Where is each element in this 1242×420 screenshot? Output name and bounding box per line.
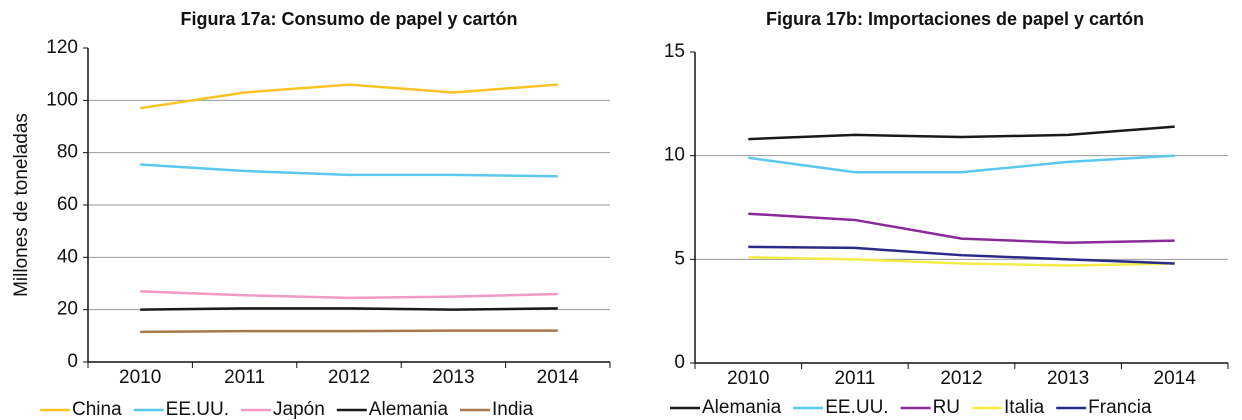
series-line: [748, 125, 1175, 141]
x-tick-label: 2013: [432, 367, 474, 388]
legend-label: EE.UU.: [166, 399, 229, 420]
legend-label: Francia: [1088, 397, 1152, 418]
legend-label: Japón: [273, 399, 325, 420]
series-line: [140, 83, 558, 110]
y-tick-label: 10: [664, 145, 685, 166]
series-line: [748, 154, 1175, 174]
y-tick-label: 0: [67, 351, 78, 372]
series-line: [140, 290, 558, 300]
legend-label: EE.UU.: [825, 397, 888, 418]
chart-title: Figura 17b: Importaciones de papel y car…: [766, 9, 1144, 29]
x-tick-label: 2014: [1154, 368, 1197, 389]
x-tick-label: 2013: [1047, 368, 1089, 389]
y-tick-label: 0: [674, 352, 685, 373]
x-tick-label: 2010: [119, 367, 161, 388]
y-tick-label: 120: [46, 37, 78, 58]
series-line: [748, 245, 1175, 265]
legend-label: Italia: [1004, 397, 1045, 418]
series-line: [748, 256, 1175, 267]
legend-label: India: [492, 399, 534, 420]
y-tick-label: 15: [664, 41, 685, 62]
x-tick-label: 2014: [537, 367, 580, 388]
x-tick-label: 2012: [328, 367, 370, 388]
legend-label: Alemania: [702, 397, 782, 418]
series-line: [140, 329, 558, 334]
x-tick-label: 2011: [224, 367, 265, 388]
series-line: [748, 212, 1175, 244]
y-tick-label: 5: [674, 248, 685, 269]
legend-label: Alemania: [369, 399, 449, 420]
y-tick-label: 100: [46, 89, 78, 110]
y-tick-label: 40: [57, 246, 78, 267]
x-tick-label: 2011: [834, 368, 875, 389]
legend-label: RU: [933, 397, 960, 418]
series-line: [140, 307, 558, 311]
series-line: [140, 163, 558, 178]
y-tick-label: 80: [57, 142, 78, 163]
x-tick-label: 2010: [727, 368, 769, 389]
y-tick-label: 20: [57, 299, 78, 320]
x-tick-label: 2012: [940, 368, 982, 389]
y-axis-label: Millones de toneladas: [11, 113, 32, 297]
legend-label: China: [72, 399, 122, 420]
chart-title: Figura 17a: Consumo de papel y cartón: [180, 9, 517, 29]
y-tick-label: 60: [57, 194, 78, 215]
